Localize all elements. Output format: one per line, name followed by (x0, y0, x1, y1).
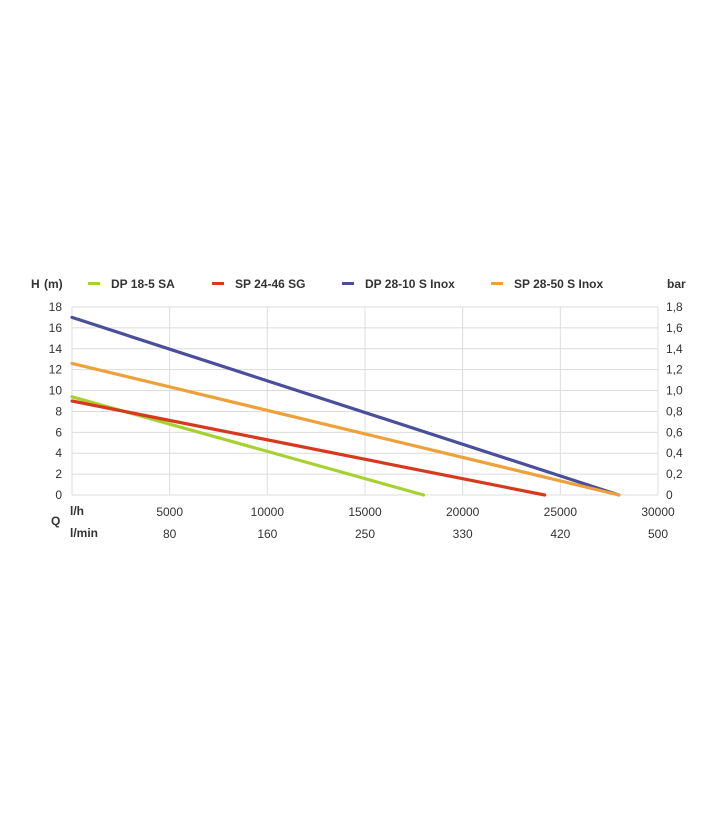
lmin-tick-labels: 80 160 250 330 420 500 (163, 527, 668, 541)
series-lines (70, 315, 621, 497)
right-tick-label: 1,4 (666, 342, 683, 356)
legend-label-1: DP 18-5 SA (111, 277, 175, 291)
right-tick-label: 0,2 (666, 467, 683, 481)
y-tick-label: 12 (49, 363, 63, 377)
lmin-tick-label: 250 (355, 527, 375, 541)
right-tick-label: 1,0 (666, 384, 683, 398)
x-tick-label: 10000 (251, 505, 285, 519)
y-tick-labels: 0 2 4 6 8 10 12 14 16 18 (49, 300, 63, 502)
y-tick-label: 8 (55, 404, 62, 418)
y-tick-label: 10 (49, 384, 63, 398)
right-tick-label: 1,2 (666, 363, 683, 377)
right-tick-label: 1,6 (666, 321, 683, 335)
lmin-tick-label: 160 (257, 527, 277, 541)
y-tick-label: 14 (49, 342, 63, 356)
q-label: Q (51, 514, 60, 528)
series-line-3 (70, 315, 621, 497)
y-tick-label: 2 (55, 467, 62, 481)
right-axis-label: bar (667, 277, 686, 291)
grid (71, 306, 659, 496)
x-tick-label: 30000 (641, 505, 675, 519)
lmin-tick-label: 80 (163, 527, 177, 541)
legend-label-3: DP 28-10 S Inox (365, 277, 455, 291)
lmin-tick-label: 420 (550, 527, 570, 541)
x-tick-label: 25000 (544, 505, 578, 519)
series-line-2 (70, 399, 547, 497)
y-tick-label: 18 (49, 300, 63, 314)
y-tick-label: 0 (55, 488, 62, 502)
legend: DP 18-5 SA SP 24-46 SG DP 28-10 S Inox SP 2… (88, 277, 603, 291)
right-tick-label: 1,8 (666, 300, 683, 314)
x-unit-lh: l/h (70, 504, 84, 518)
x-tick-label: 5000 (156, 505, 183, 519)
lmin-tick-label: 500 (648, 527, 668, 541)
right-tick-label: 0,4 (666, 446, 683, 460)
right-tick-label: 0,6 (666, 425, 683, 439)
right-tick-label: 0,8 (666, 404, 683, 418)
right-tick-labels: 0 0,2 0,4 0,6 0,8 1,0 1,2 1,4 1,6 1,8 (666, 300, 683, 502)
left-axis-unit: (m) (44, 277, 63, 291)
right-tick-label: 0 (666, 488, 673, 502)
lmin-tick-label: 330 (453, 527, 473, 541)
y-tick-label: 6 (55, 425, 62, 439)
x-tick-label: 15000 (348, 505, 382, 519)
y-tick-label: 4 (55, 446, 62, 460)
legend-label-2: SP 24-46 SG (235, 277, 306, 291)
x-unit-lmin: l/min (70, 526, 98, 540)
y-tick-label: 16 (49, 321, 63, 335)
left-axis-label: H (31, 277, 40, 291)
x-tick-labels: 5000 10000 15000 20000 25000 30000 (156, 505, 675, 519)
series-line-4 (70, 361, 621, 497)
legend-label-4: SP 28-50 S Inox (514, 277, 603, 291)
x-tick-label: 20000 (446, 505, 480, 519)
